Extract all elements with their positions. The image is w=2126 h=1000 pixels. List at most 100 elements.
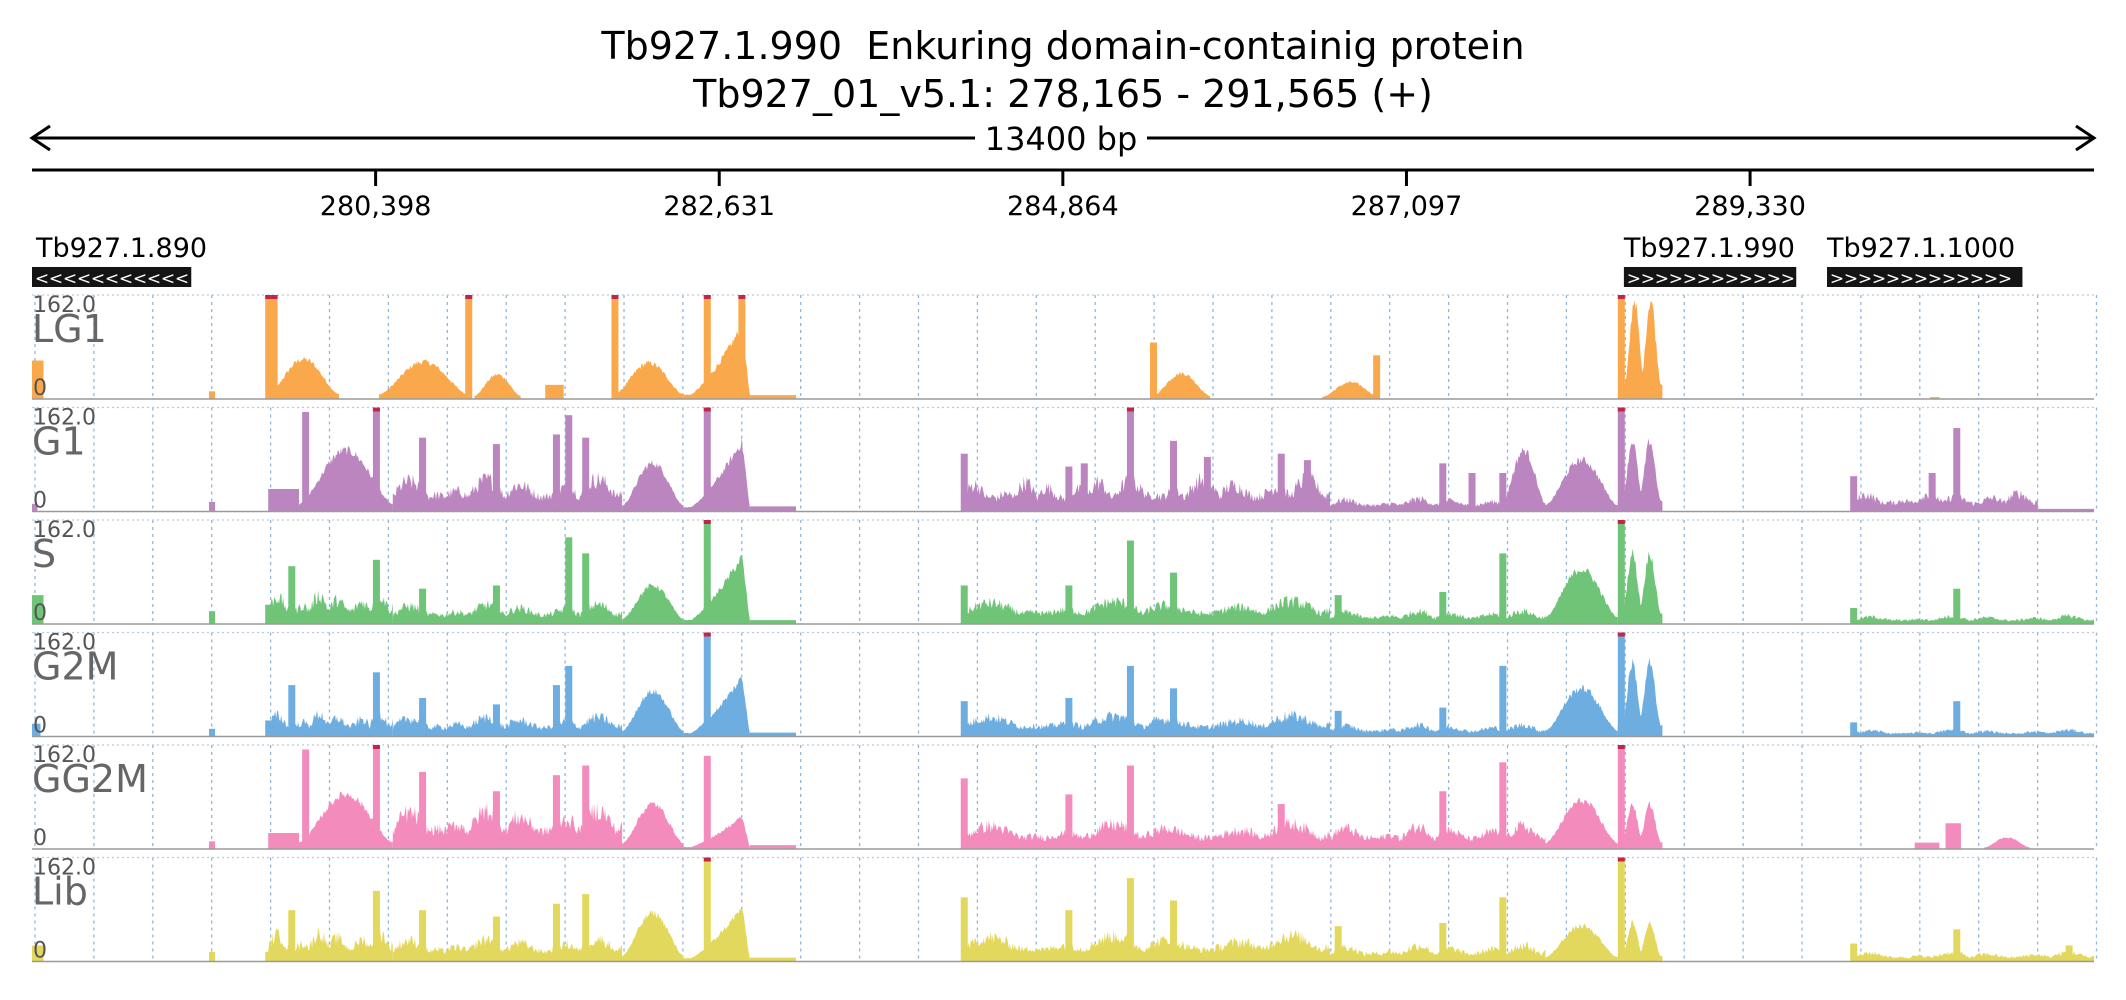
strand-arrow-icon: < [63,269,77,289]
coverage-spike [492,585,500,624]
coverage-area [749,506,796,512]
track-name: G1 [32,420,86,464]
strand-arrow-icon: > [1956,269,1970,289]
strand-arrow-icon: > [1914,269,1928,289]
chart-title: Tb927.1.990 Enkuring domain-containig pr… [601,24,1525,68]
strand-arrow-icon: > [1669,269,1683,289]
coverage-spike [1170,440,1178,512]
span-arrow-right-icon [2075,124,2097,152]
coverage-spike [1373,355,1381,399]
coverage-spike [1065,794,1073,849]
track-ymin-label: 0 [33,489,47,514]
coverage-spike [565,537,573,624]
coverage-spike [1850,607,1858,624]
coverage-area [622,583,684,624]
clipped-marker [611,295,619,299]
coverage-spike [288,910,296,962]
strand-arrow-icon: < [49,269,63,289]
coverage-spike [1334,710,1342,737]
coverage-spike [703,857,711,962]
track-ymin-label: 0 [33,376,47,401]
coverage-spike [582,894,590,962]
coverage-spike [1065,697,1073,737]
ruler-tick-label: 282,631 [663,191,775,222]
clipped-marker [265,295,273,299]
strand-arrow-icon: < [105,269,119,289]
coverage-area [392,934,623,962]
coverage-spike [960,778,968,849]
strand-arrow-icon: > [1942,269,1956,289]
strand-arrow-icon: > [1830,269,1844,289]
coverage-area [963,818,1330,849]
coverage-spike [372,890,380,962]
coverage-spike [960,897,968,962]
track-ymin-label: 0 [33,939,47,964]
coverage-spike [302,411,310,512]
coverage-area [683,816,750,849]
coverage-spike [492,791,500,849]
coverage-spike [552,903,560,962]
strand-arrow-icon: > [1683,269,1697,289]
coverage-area [545,384,564,399]
coverage-area [622,460,684,512]
coverage-area [32,595,44,624]
ruler: 280,398 282,631 284,864 287,097 289,330 [320,170,1806,222]
gene-body [1623,267,1797,287]
coverage-spike [492,444,500,512]
coverage-spike [1499,553,1507,624]
coverage-spike [1499,762,1507,849]
coverage-spike [1928,472,1936,512]
coverage-spike [1850,476,1858,512]
strand-arrow-icon: > [1872,269,1886,289]
clipped-marker [703,632,711,637]
strand-arrow-icon: < [147,269,161,289]
strand-arrow-icon: > [1886,269,1900,289]
strand-arrow-icon: > [1627,269,1641,289]
track-ymax-label: 162.0 [33,406,96,431]
gene-label: Tb927.1.890 [35,233,207,264]
track-name: GG2M [32,757,148,801]
strand-arrow-icon: > [1697,269,1711,289]
coverage-area [963,476,1115,512]
coverage-spike [960,701,968,737]
ruler-tick-label: 284,864 [1007,191,1119,222]
coverage-area [209,391,216,399]
coverage-area [963,595,1330,624]
strand-arrow-icon: > [1970,269,1984,289]
coverage-area [32,723,41,737]
coverage-spike [492,704,500,737]
coverage-area [622,801,684,849]
coverage-spike [1953,588,1961,624]
track-ymax-label: 162.0 [33,293,96,318]
strand-arrow-icon: < [119,269,133,289]
clipped-marker [1617,407,1625,412]
coverage-spike [1617,632,1625,737]
coverage-area [749,620,796,624]
coverage-area [268,489,299,512]
coverage-area [749,957,796,962]
coverage-area [1945,823,1961,849]
coverage-area [1545,568,1618,624]
coverage-area [1153,371,1210,399]
coverage-area [268,833,299,849]
coverage-area [1984,837,2031,849]
strand-arrow-icon: > [1984,269,1998,289]
coverage-area [209,611,216,624]
coverage-area [683,908,750,962]
ruler-tick-label: 280,398 [320,191,432,222]
coverage-spike [265,604,273,624]
coverage-spike [703,520,711,624]
track-g2m: 162.0 0 G2M [32,631,2098,739]
coverage-spike [465,295,473,399]
coverage-area [392,471,623,512]
strand-arrow-icon: > [1900,269,1914,289]
coverage-spike [1617,857,1625,962]
clipped-marker [1617,745,1625,749]
coverage-area [1330,820,1546,849]
span-label: 13400 bp [985,120,1138,158]
coverage-spike [1468,472,1476,512]
ruler-tick-label: 289,330 [1694,191,1806,222]
coverage-area [392,600,623,624]
coverage-spike [582,553,590,624]
coverage-area [268,356,339,399]
